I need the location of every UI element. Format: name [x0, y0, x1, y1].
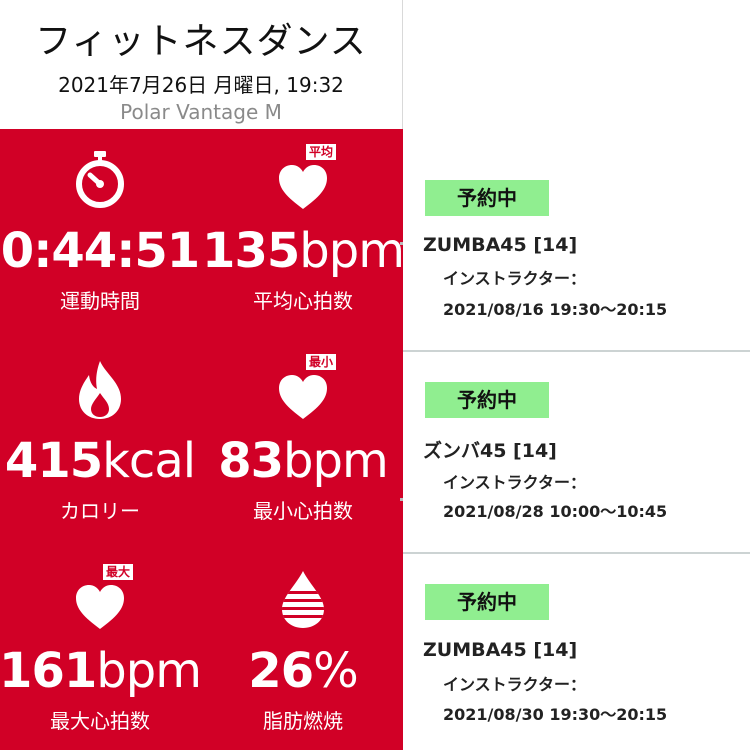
class-time: 2021/08/28 10:00～10:45	[443, 502, 668, 521]
calories-label: カロリー	[60, 499, 140, 523]
heart-icon	[279, 165, 327, 209]
avg-hr-value: 135	[202, 223, 300, 279]
divider-mark	[400, 242, 403, 245]
card-divider	[403, 552, 750, 554]
reservation-card[interactable]: 予約中 ズンバ45 [14] インストラクター： 2021/08/28 10:0…	[400, 352, 750, 554]
min-hr-label: 最小心拍数	[253, 499, 353, 523]
device-name: Polar Vantage M	[120, 100, 282, 124]
fat-burn-unit: %	[313, 643, 359, 699]
fat-burn-label: 脂肪燃焼	[263, 709, 343, 733]
class-time: 2021/08/30 19:30～20:15	[443, 705, 668, 724]
reservation-card[interactable]: 予約中 ZUMBA45 [14] インストラクター： 2021/08/30 19…	[403, 554, 750, 754]
workout-summary-panel: フィットネスダンス 2021年7月26日 月曜日, 19:32 Polar Va…	[0, 0, 405, 750]
calories-unit: kcal	[102, 433, 196, 489]
duration-label: 運動時間	[60, 289, 140, 313]
status-badge: 予約中	[425, 584, 549, 620]
stats-grid: 0:44:51 運動時間 平均 135bpm 平均心拍数	[0, 129, 405, 750]
status-badge: 予約中	[425, 382, 549, 418]
instructor-label: インストラクター：	[443, 473, 587, 492]
divider-mark	[400, 498, 403, 501]
min-hr-unit: bpm	[283, 433, 389, 489]
max-hr-label: 最大心拍数	[50, 709, 150, 733]
fat-drop-icon	[203, 569, 403, 631]
card-divider	[403, 350, 750, 352]
avg-hr-unit: bpm	[299, 223, 405, 279]
stopwatch-icon	[0, 149, 200, 211]
min-hr-value: 83	[218, 433, 284, 489]
workout-header: フィットネスダンス 2021年7月26日 月曜日, 19:32 Polar Va…	[0, 0, 403, 129]
class-title: ZUMBA45 [14]	[423, 639, 578, 661]
class-title: ZUMBA45 [14]	[423, 234, 578, 256]
status-badge: 予約中	[425, 180, 549, 216]
flame-icon	[0, 359, 200, 421]
avg-hr-label: 平均心拍数	[253, 289, 353, 313]
max-badge: 最大	[101, 563, 134, 581]
avg-badge: 平均	[304, 143, 337, 161]
instructor-label: インストラクター：	[443, 675, 587, 694]
duration-value: 0:44:51	[0, 223, 200, 279]
max-hr-unit: bpm	[96, 643, 202, 699]
reservations-panel: 予約中 ZUMBA45 [14] インストラクター： 2021/08/16 19…	[400, 0, 750, 750]
class-time: 2021/08/16 19:30～20:15	[443, 300, 668, 319]
workout-datetime: 2021年7月26日 月曜日, 19:32	[58, 73, 344, 97]
page-title: フィットネスダンス	[35, 21, 367, 62]
calories-value: 415	[4, 433, 103, 489]
min-badge: 最小	[304, 353, 337, 371]
reservation-card[interactable]: 予約中 ZUMBA45 [14] インストラクター： 2021/08/16 19…	[400, 150, 750, 352]
fat-burn-value: 26	[248, 643, 314, 699]
heart-icon	[76, 585, 124, 629]
heart-icon	[279, 375, 327, 419]
class-title: ズンバ45 [14]	[423, 440, 557, 462]
instructor-label: インストラクター：	[443, 269, 587, 288]
max-hr-value: 161	[0, 643, 97, 699]
